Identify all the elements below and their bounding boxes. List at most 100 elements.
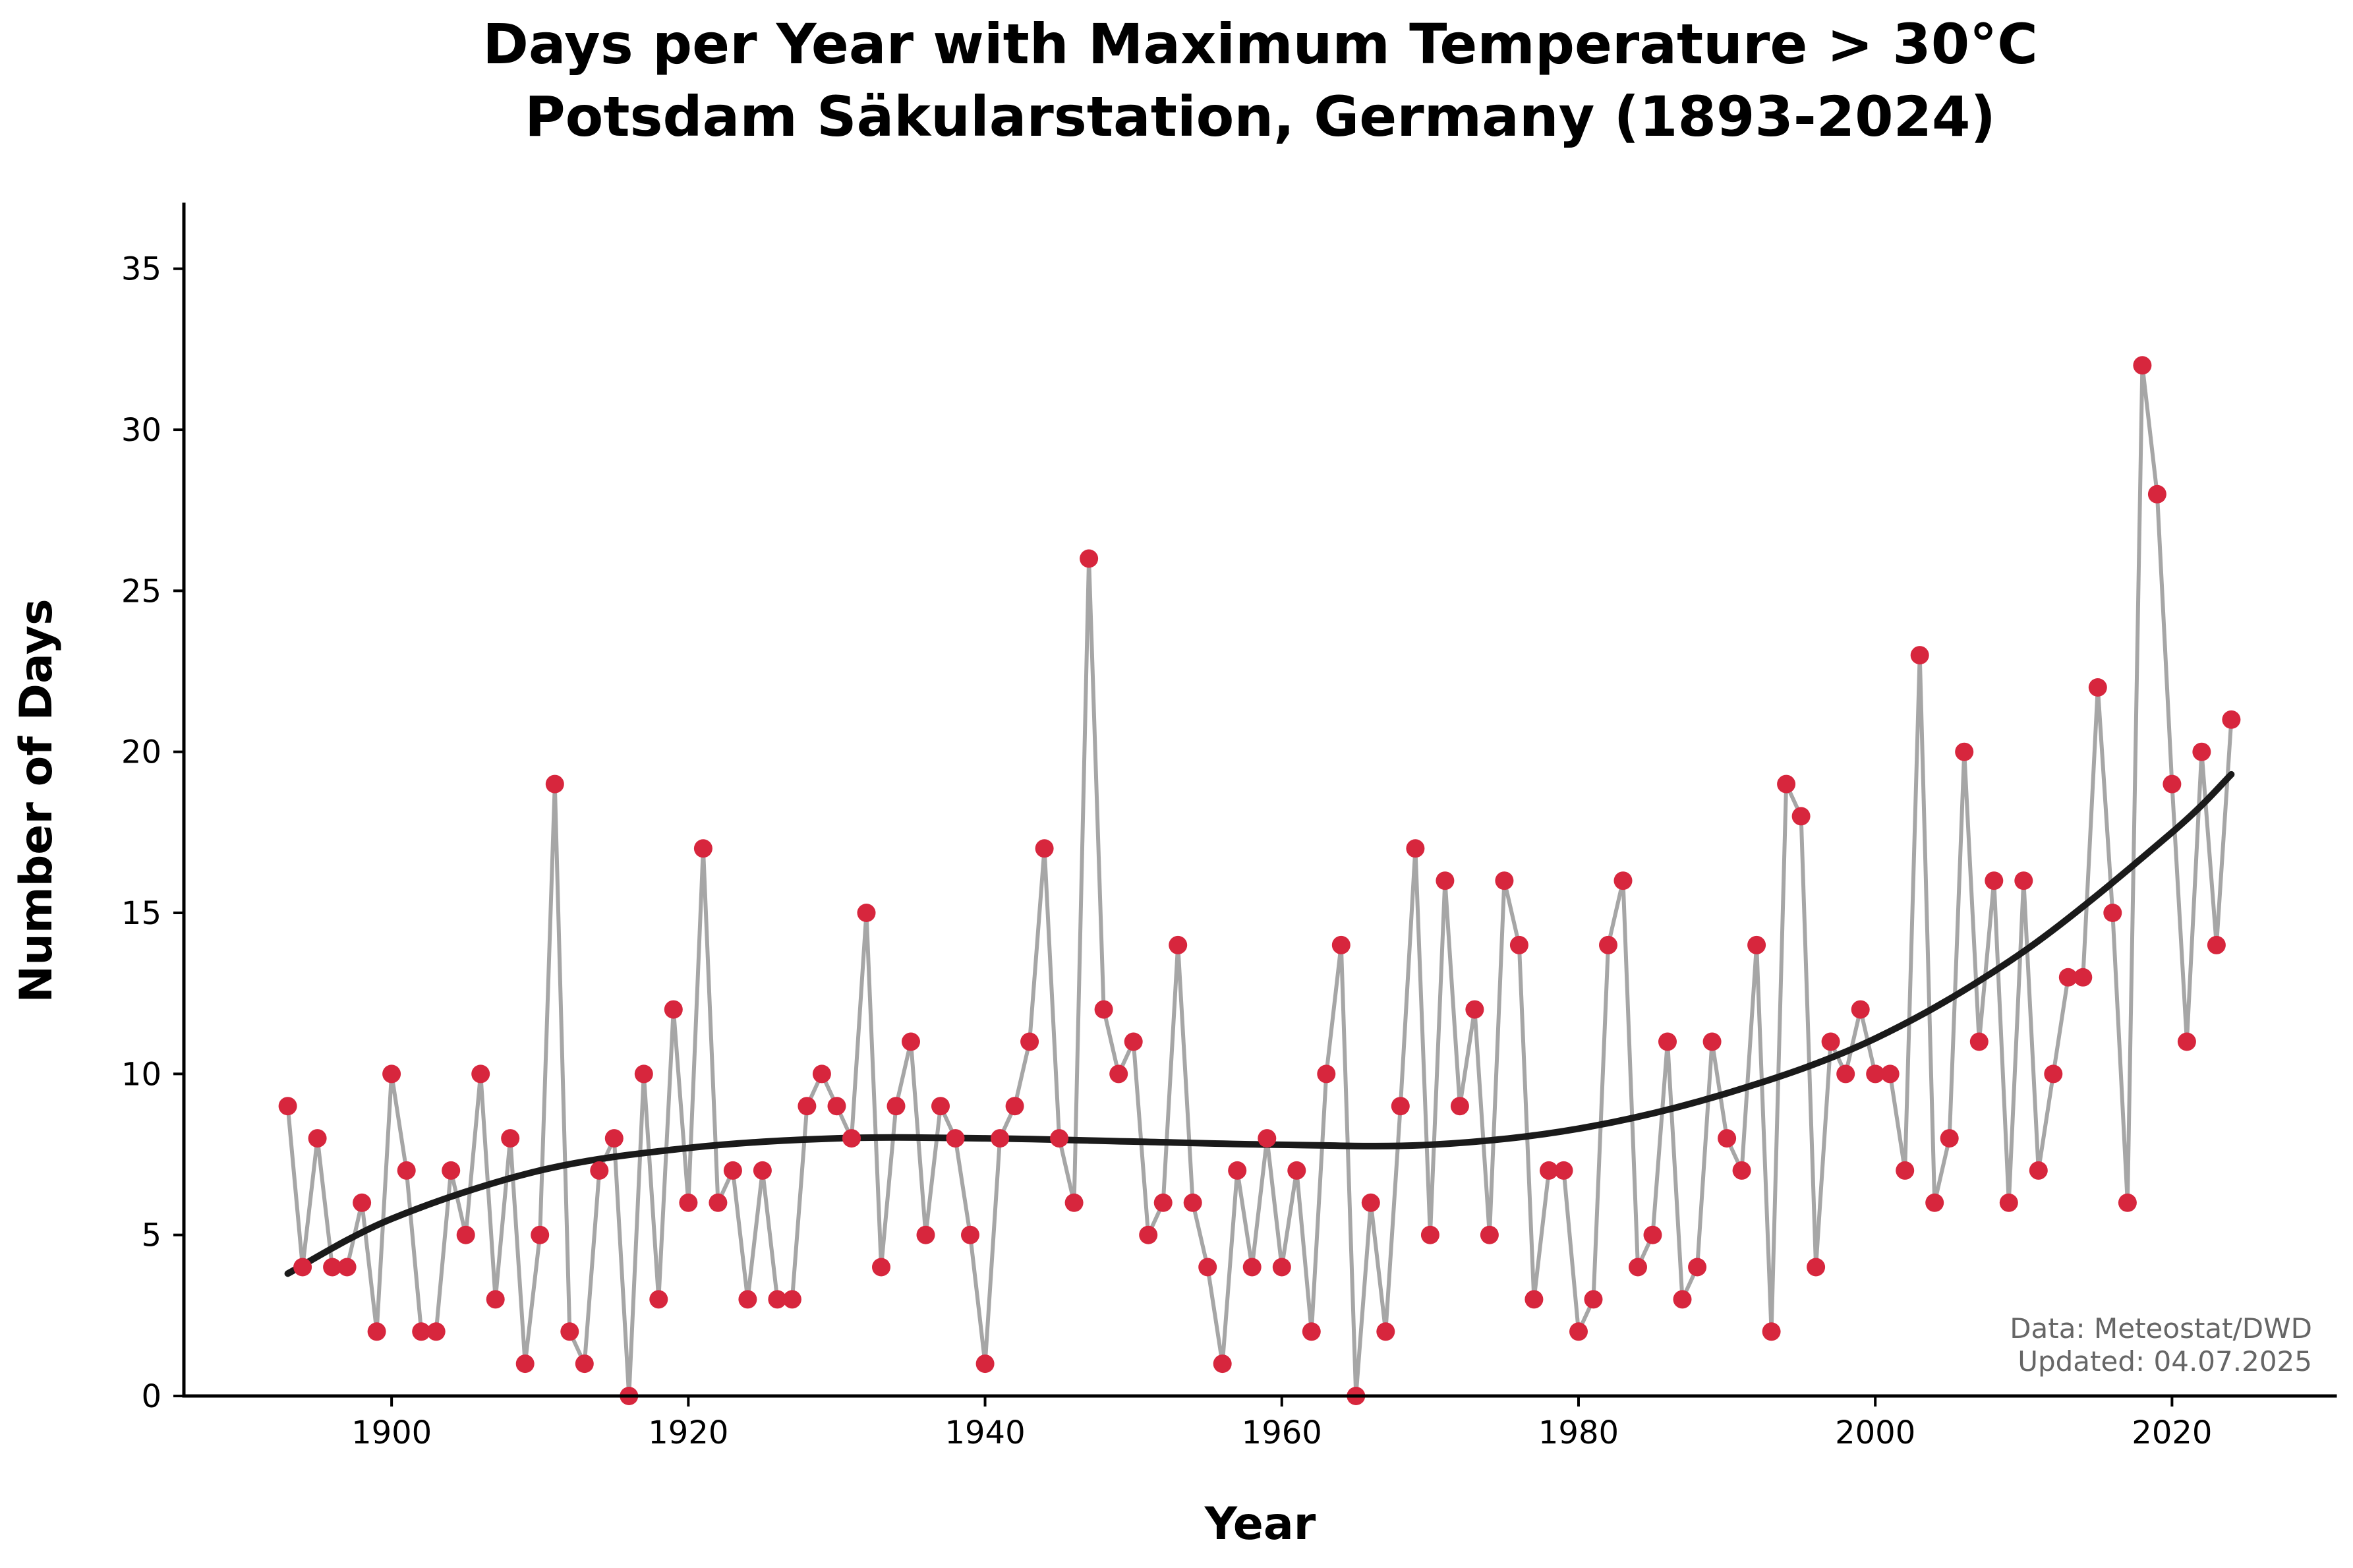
x-axis-ticks: 1900 1920 1940 1960 1980 2000 2020 <box>351 1396 2212 1451</box>
data-point-1994 <box>1777 774 1796 794</box>
data-point-2005 <box>1940 1129 1959 1148</box>
data-point-1919 <box>664 1000 683 1019</box>
data-point-1909 <box>515 1354 535 1374</box>
data-point-2022 <box>2192 742 2211 761</box>
x-tick-label-2000: 2000 <box>1835 1414 1915 1451</box>
data-point-1953 <box>1169 935 1188 954</box>
data-point-1904 <box>442 1161 461 1180</box>
x-axis-label: Year <box>1204 1498 1316 1550</box>
data-point-1906 <box>471 1064 490 1084</box>
data-point-1970 <box>1420 1225 1439 1244</box>
data-point-1969 <box>1406 839 1425 858</box>
data-point-1929 <box>812 1064 831 1084</box>
data-point-1949 <box>1109 1064 1128 1084</box>
data-point-1924 <box>738 1290 757 1309</box>
observed-days-line <box>285 363 2234 1398</box>
y-tick-label-15: 15 <box>121 895 161 932</box>
data-point-2019 <box>2147 484 2166 504</box>
data-point-2021 <box>2177 1032 2196 1051</box>
data-point-1938 <box>946 1129 965 1148</box>
data-point-1897 <box>337 1258 357 1277</box>
data-point-1903 <box>426 1322 446 1341</box>
chart-subtitle: Potsdam Säkularstation, Germany (1893-20… <box>525 84 1996 149</box>
y-axis-label: Number of Days <box>11 598 63 1002</box>
data-point-1996 <box>1807 1258 1826 1277</box>
y-tick-label-0: 0 <box>141 1378 161 1415</box>
data-point-1908 <box>501 1129 520 1148</box>
data-point-1968 <box>1391 1097 1410 1116</box>
data-point-1917 <box>634 1064 653 1084</box>
data-point-1972 <box>1450 1097 1469 1116</box>
data-point-1951 <box>1139 1225 1158 1244</box>
data-point-1992 <box>1747 935 1766 954</box>
data-point-1931 <box>842 1129 861 1148</box>
data-point-1928 <box>798 1097 817 1116</box>
data-point-1954 <box>1183 1193 1202 1212</box>
data-point-1936 <box>916 1225 935 1244</box>
data-point-1913 <box>575 1354 594 1374</box>
data-point-1971 <box>1436 871 1455 890</box>
data-point-2008 <box>1985 871 2004 890</box>
data-point-1997 <box>1821 1032 1840 1051</box>
data-point-1984 <box>1629 1258 1647 1277</box>
y-tick-label-35: 35 <box>121 251 161 288</box>
data-point-1915 <box>604 1129 624 1148</box>
data-point-2004 <box>1925 1193 1944 1212</box>
data-point-1898 <box>353 1193 372 1212</box>
data-point-1993 <box>1762 1322 1781 1341</box>
data-point-2016 <box>2103 904 2122 922</box>
data-point-1963 <box>1317 1064 1336 1084</box>
data-point-1899 <box>367 1322 386 1341</box>
data-point-2010 <box>2014 871 2033 890</box>
data-point-1998 <box>1836 1064 1855 1084</box>
data-point-1946 <box>1064 1193 1084 1212</box>
data-point-1896 <box>323 1258 342 1277</box>
data-point-1985 <box>1643 1225 1662 1244</box>
data-point-1981 <box>1584 1290 1603 1309</box>
data-point-2023 <box>2207 935 2226 954</box>
data-point-1895 <box>308 1129 327 1148</box>
data-point-1979 <box>1554 1161 1573 1180</box>
data-point-1958 <box>1242 1258 1262 1277</box>
data-point-2012 <box>2044 1064 2063 1084</box>
data-point-1987 <box>1673 1290 1692 1309</box>
data-point-2000 <box>1866 1064 1885 1084</box>
data-point-1977 <box>1525 1290 1544 1309</box>
data-point-2015 <box>2088 678 2107 697</box>
y-axis-ticks: 0 5 10 15 20 25 30 35 <box>121 251 184 1415</box>
data-point-1947 <box>1080 549 1099 568</box>
data-point-1902 <box>412 1322 431 1341</box>
data-point-1974 <box>1480 1225 1499 1244</box>
data-point-1912 <box>560 1322 579 1341</box>
x-tick-label-2020: 2020 <box>2132 1414 2212 1451</box>
data-point-1932 <box>857 904 876 922</box>
data-point-1893 <box>278 1097 297 1116</box>
data-point-1973 <box>1465 1000 1484 1019</box>
x-tick-label-1920: 1920 <box>648 1414 728 1451</box>
data-point-1941 <box>991 1129 1010 1148</box>
data-point-1918 <box>649 1290 668 1309</box>
data-point-1900 <box>382 1064 401 1084</box>
data-point-1945 <box>1050 1129 1069 1148</box>
updated-date-note: Updated: 04.07.2025 <box>2018 1345 2312 1378</box>
data-point-1911 <box>545 774 564 794</box>
data-point-1978 <box>1540 1161 1558 1180</box>
data-point-1944 <box>1035 839 1054 858</box>
data-point-1921 <box>693 839 712 858</box>
data-point-2003 <box>1910 646 1929 665</box>
data-point-1957 <box>1228 1161 1247 1180</box>
data-point-1962 <box>1302 1322 1321 1341</box>
data-point-1991 <box>1732 1161 1751 1180</box>
series-layer <box>278 356 2241 1405</box>
data-point-2013 <box>2058 968 2077 987</box>
data-point-1955 <box>1198 1258 1217 1277</box>
data-point-1967 <box>1376 1322 1395 1341</box>
data-point-1943 <box>1020 1032 1039 1051</box>
data-point-1937 <box>931 1097 950 1116</box>
data-point-2002 <box>1896 1161 1915 1180</box>
data-point-1990 <box>1718 1129 1737 1148</box>
data-point-1894 <box>293 1258 312 1277</box>
x-tick-label-1960: 1960 <box>1242 1414 1322 1451</box>
data-point-1983 <box>1613 871 1633 890</box>
y-tick-label-10: 10 <box>121 1056 161 1093</box>
